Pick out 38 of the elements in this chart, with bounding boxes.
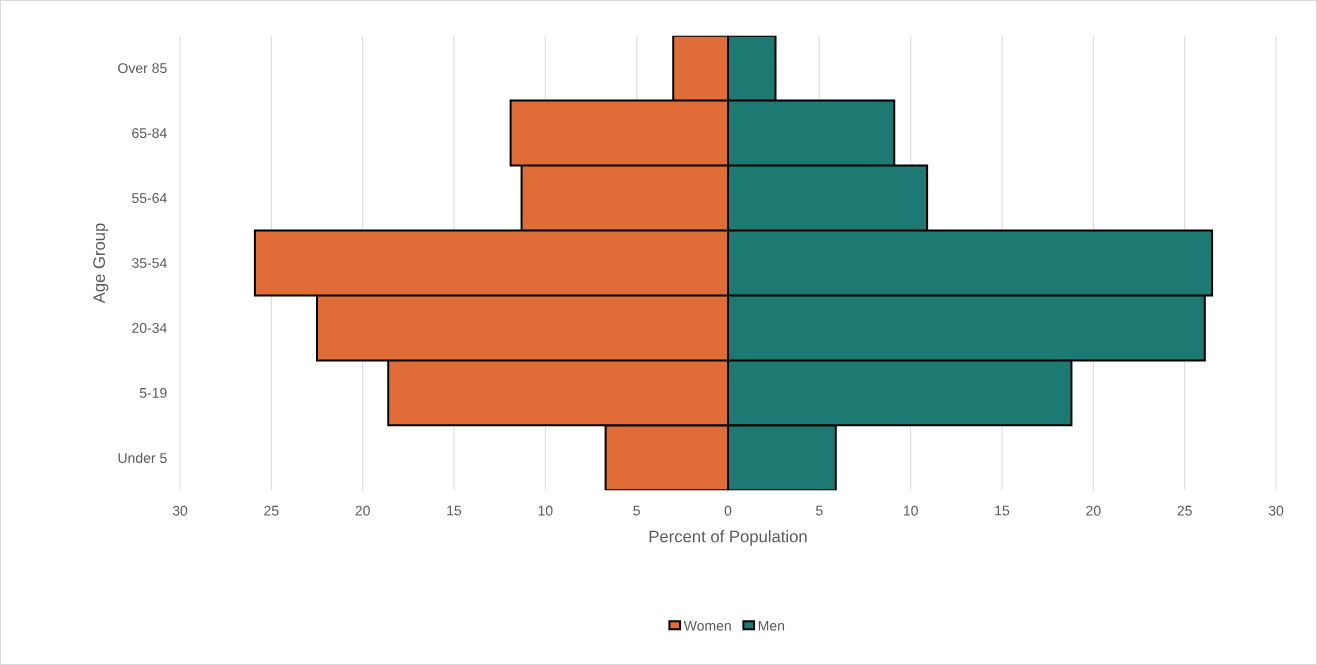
bar xyxy=(520,164,730,232)
x-tick-label: 5 xyxy=(633,505,640,516)
bar xyxy=(727,294,1206,362)
bar xyxy=(315,294,730,362)
x-tick-label: 20 xyxy=(355,505,370,516)
y-tick-label: 35-54 xyxy=(131,258,167,268)
bar xyxy=(672,35,730,102)
y-axis-title: Age Group xyxy=(93,223,109,304)
x-tick-label: 30 xyxy=(1268,505,1284,516)
bar xyxy=(727,359,1073,427)
bar xyxy=(604,424,730,491)
legend-label: Men xyxy=(758,620,785,631)
bar xyxy=(387,359,730,427)
bar xyxy=(727,424,837,491)
legend-label: Women xyxy=(683,620,731,631)
bar xyxy=(253,229,730,297)
x-tick-label: 25 xyxy=(1177,505,1192,516)
y-tick-label: 55-64 xyxy=(132,193,167,204)
x-tick-label: 15 xyxy=(995,505,1010,516)
bar xyxy=(727,229,1214,297)
y-tick-label: Over 85 xyxy=(118,63,167,74)
y-tick-label: 20-34 xyxy=(132,323,167,333)
x-tick-label: 0 xyxy=(724,505,732,516)
x-tick-label: 10 xyxy=(903,505,918,516)
bar xyxy=(727,99,896,167)
bar xyxy=(727,35,777,102)
x-tick-label: 25 xyxy=(264,505,279,516)
y-tick-label: 5-19 xyxy=(139,387,167,398)
bar xyxy=(509,99,730,167)
y-tick-label: Under 5 xyxy=(118,452,167,464)
x-tick-label: 5 xyxy=(816,505,823,516)
x-tick-label: 20 xyxy=(1086,505,1101,516)
x-axis-title: Percent of Population xyxy=(649,530,807,546)
x-tick-label: 10 xyxy=(538,505,553,516)
x-tick-label: 15 xyxy=(447,505,462,516)
y-tick-label: 65-84 xyxy=(132,128,167,139)
bar xyxy=(727,164,929,232)
x-tick-label: 30 xyxy=(172,505,188,516)
